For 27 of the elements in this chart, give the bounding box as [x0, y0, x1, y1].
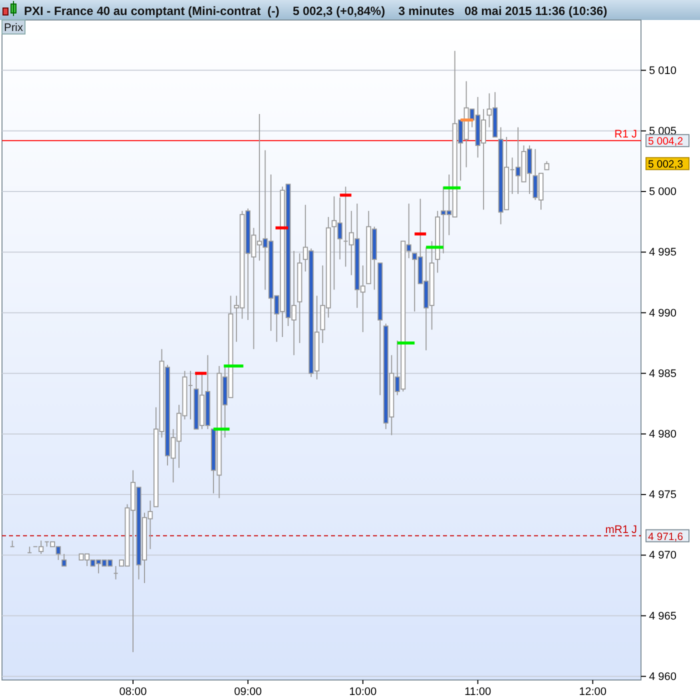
y-tick-label: 4 990 — [649, 307, 677, 320]
text: 5 002,3 — [648, 158, 684, 171]
x-tick-label: 08:00 — [119, 686, 147, 698]
y-tick-label: 5 005 — [649, 125, 677, 138]
text: Prix — [4, 22, 24, 34]
y-tick-label: 4 965 — [649, 610, 677, 622]
candlestick — [62, 553, 67, 567]
x-tick-label: 10:00 — [349, 686, 377, 698]
candlestick — [10, 540, 15, 548]
y-tick-label: 4 980 — [649, 428, 677, 440]
x-tick-label: 12:00 — [578, 686, 606, 698]
ref-line-label: R1 J — [614, 128, 637, 141]
text: 5 004,2 — [648, 136, 684, 148]
ref-line-label: mR1 J — [605, 524, 637, 536]
y-tick-label: 4 970 — [649, 550, 677, 562]
chart-title: PXI - France 40 au comptant (Mini-contrat (-) 5 002,3 (+0,84%) 3 minutes 08 mai 2015 11:36 (10:36) — [24, 4, 608, 18]
text: 4 971,6 — [648, 530, 684, 543]
y-tick-label: 5 010 — [649, 64, 677, 77]
candlestick — [113, 566, 118, 580]
x-tick-label: 09:00 — [234, 686, 262, 698]
y-tick-label: 4 975 — [649, 489, 677, 502]
y-tick-label: 4 985 — [649, 368, 677, 380]
candlestick — [27, 546, 32, 554]
y-tick-label: 4 960 — [649, 670, 677, 683]
x-tick-label: 11:00 — [464, 686, 492, 698]
y-tick-label: 4 995 — [649, 246, 677, 259]
y-tick-label: 5 000 — [649, 186, 677, 198]
